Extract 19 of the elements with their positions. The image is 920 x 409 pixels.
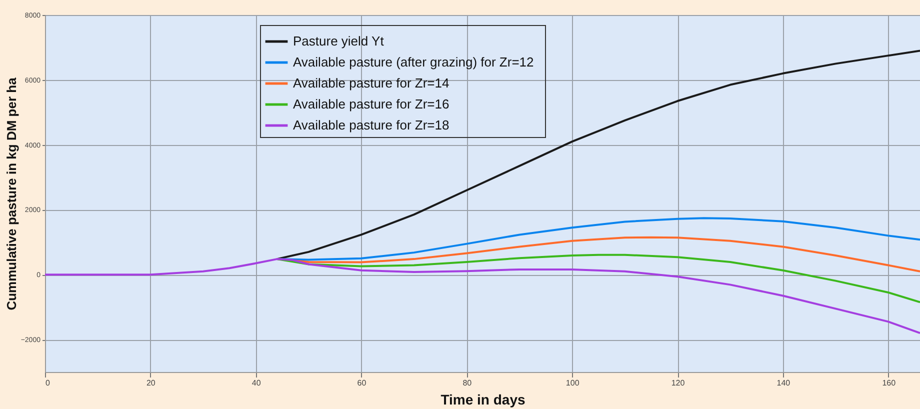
x-tick-label: 0 (46, 378, 50, 388)
legend-label: Pasture yield Yt (293, 34, 384, 48)
x-tick-label: 100 (566, 378, 580, 388)
x-tick-label: 160 (882, 378, 896, 388)
x-tick-label: 40 (252, 378, 262, 388)
y-axis-title: Cummulative pasture in kg DM per ha (4, 76, 19, 310)
legend-label: Available pasture for Zr=18 (293, 118, 450, 132)
x-tick-label: 80 (462, 378, 472, 388)
line-series (276, 254, 920, 304)
x-tick-label: 140 (776, 378, 791, 388)
x-tick-label: 60 (357, 378, 367, 388)
legend-label: Available pasture for Zr=16 (293, 96, 450, 112)
x-tick-label: 120 (671, 378, 686, 388)
legend-label: Available pasture (after grazing) for Zr=12 (293, 54, 534, 70)
x-tick-label: 20 (146, 378, 156, 388)
legend-label: Available pasture for Zr=14 (293, 76, 450, 90)
x-axis-title: Time in days (440, 392, 526, 408)
line-series (45, 258, 920, 334)
line-series (276, 50, 920, 260)
